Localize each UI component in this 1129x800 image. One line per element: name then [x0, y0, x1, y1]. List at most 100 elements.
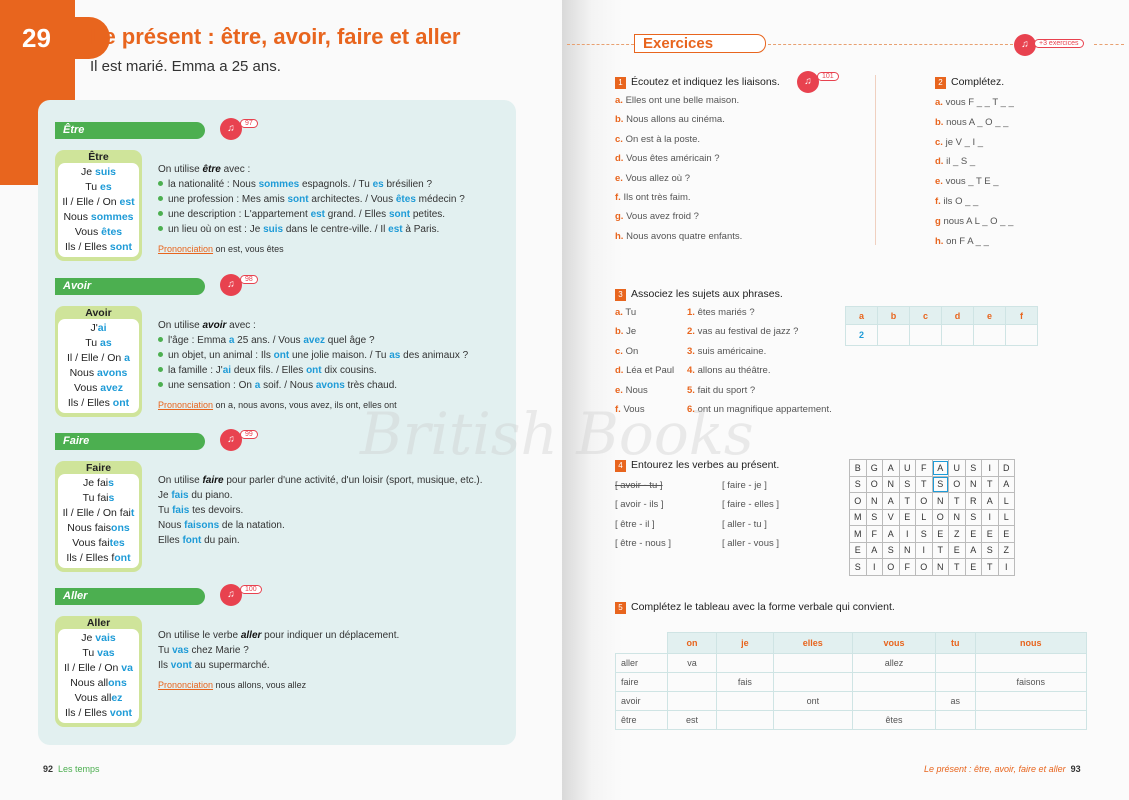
grid-letter[interactable]: S	[849, 475, 867, 493]
table-cell[interactable]	[666, 672, 718, 692]
grid-letter[interactable]: T	[981, 475, 999, 493]
table-cell[interactable]: allez	[851, 653, 936, 673]
answer-cell[interactable]	[973, 324, 1006, 346]
grid-letter[interactable]: E	[964, 558, 982, 576]
table-cell[interactable]	[851, 691, 936, 711]
grid-letter[interactable]: L	[997, 492, 1015, 510]
table-cell[interactable]	[716, 691, 774, 711]
grid-letter[interactable]: E	[849, 541, 867, 559]
extra-exercises-badge[interactable]: +3 exercices	[1034, 39, 1084, 48]
table-cell[interactable]: ont	[772, 691, 853, 711]
grid-letter[interactable]: A	[865, 541, 883, 559]
grid-letter[interactable]: T	[948, 558, 966, 576]
grid-letter[interactable]: L	[997, 508, 1015, 526]
grid-letter[interactable]: I	[981, 459, 999, 477]
grid-letter[interactable]: N	[865, 492, 883, 510]
audio-icon[interactable]: ♫	[1014, 34, 1036, 56]
grid-letter[interactable]: Z	[997, 541, 1015, 559]
grid-letter[interactable]: S	[981, 541, 999, 559]
grid-letter[interactable]: A	[882, 525, 900, 543]
grid-letter[interactable]: S	[849, 558, 867, 576]
table-cell[interactable]	[716, 653, 774, 673]
grid-letter[interactable]: M	[849, 508, 867, 526]
grid-letter[interactable]: S	[964, 459, 982, 477]
audio-icon[interactable]: ♫	[220, 429, 242, 451]
grid-letter[interactable]: O	[849, 492, 867, 510]
table-cell[interactable]: as	[934, 691, 976, 711]
grid-letter[interactable]: I	[915, 541, 933, 559]
table-cell[interactable]	[974, 691, 1088, 711]
audio-track-number[interactable]: 98	[240, 275, 258, 284]
grid-letter[interactable]: S	[898, 475, 916, 493]
answer-cell[interactable]	[909, 324, 942, 346]
grid-letter[interactable]: Z	[948, 525, 966, 543]
grid-letter[interactable]: V	[882, 508, 900, 526]
grid-letter[interactable]: T	[898, 492, 916, 510]
table-cell[interactable]	[934, 672, 976, 692]
grid-letter[interactable]: E	[964, 525, 982, 543]
grid-letter[interactable]: S	[865, 508, 883, 526]
grid-letter[interactable]: N	[931, 492, 949, 510]
grid-letter[interactable]: I	[865, 558, 883, 576]
audio-track-number[interactable]: 99	[240, 430, 258, 439]
grid-letter[interactable]: R	[964, 492, 982, 510]
grid-letter[interactable]: S	[964, 508, 982, 526]
grid-letter[interactable]: S	[882, 541, 900, 559]
table-cell[interactable]	[666, 691, 718, 711]
grid-letter[interactable]: A	[931, 459, 949, 477]
table-cell[interactable]	[772, 653, 853, 673]
grid-letter[interactable]: B	[849, 459, 867, 477]
grid-letter[interactable]: E	[981, 525, 999, 543]
table-cell[interactable]	[974, 710, 1088, 730]
grid-letter[interactable]: F	[865, 525, 883, 543]
grid-letter[interactable]: T	[948, 492, 966, 510]
answer-cell[interactable]	[877, 324, 910, 346]
audio-track-number[interactable]: 100	[240, 585, 262, 594]
grid-letter[interactable]: N	[948, 508, 966, 526]
table-cell[interactable]	[934, 653, 976, 673]
answer-cell[interactable]	[1005, 324, 1038, 346]
grid-letter[interactable]: S	[931, 475, 949, 493]
grid-letter[interactable]: M	[849, 525, 867, 543]
table-cell[interactable]	[974, 653, 1088, 673]
table-cell[interactable]	[716, 710, 774, 730]
table-cell[interactable]	[934, 710, 976, 730]
grid-letter[interactable]: O	[882, 558, 900, 576]
grid-letter[interactable]: N	[964, 475, 982, 493]
grid-letter[interactable]: U	[898, 459, 916, 477]
grid-letter[interactable]: L	[915, 508, 933, 526]
grid-letter[interactable]: T	[931, 541, 949, 559]
grid-letter[interactable]: E	[931, 525, 949, 543]
grid-letter[interactable]: F	[915, 459, 933, 477]
table-cell[interactable]: faisons	[974, 672, 1088, 692]
audio-track-number[interactable]: 101	[817, 72, 839, 81]
grid-letter[interactable]: O	[915, 492, 933, 510]
grid-letter[interactable]: E	[948, 541, 966, 559]
table-cell[interactable]	[772, 672, 853, 692]
grid-letter[interactable]: I	[997, 558, 1015, 576]
table-cell[interactable]	[851, 672, 936, 692]
grid-letter[interactable]: O	[865, 475, 883, 493]
audio-icon[interactable]: ♫	[220, 274, 242, 296]
grid-letter[interactable]: A	[882, 459, 900, 477]
grid-letter[interactable]: N	[898, 541, 916, 559]
audio-track-number[interactable]: 97	[240, 119, 258, 128]
grid-letter[interactable]: I	[898, 525, 916, 543]
answer-cell[interactable]: 2	[845, 324, 878, 346]
table-cell[interactable]: va	[666, 653, 718, 673]
grid-letter[interactable]: I	[981, 508, 999, 526]
grid-letter[interactable]: O	[948, 475, 966, 493]
answer-cell[interactable]	[941, 324, 974, 346]
audio-icon[interactable]: ♫	[797, 71, 819, 93]
audio-icon[interactable]: ♫	[220, 118, 242, 140]
grid-letter[interactable]: N	[882, 475, 900, 493]
grid-letter[interactable]: A	[882, 492, 900, 510]
grid-letter[interactable]: A	[964, 541, 982, 559]
table-cell[interactable]: fais	[716, 672, 774, 692]
grid-letter[interactable]: O	[915, 558, 933, 576]
grid-letter[interactable]: G	[865, 459, 883, 477]
grid-letter[interactable]: A	[997, 475, 1015, 493]
grid-letter[interactable]: S	[915, 525, 933, 543]
grid-letter[interactable]: F	[898, 558, 916, 576]
table-cell[interactable]: êtes	[851, 710, 936, 730]
